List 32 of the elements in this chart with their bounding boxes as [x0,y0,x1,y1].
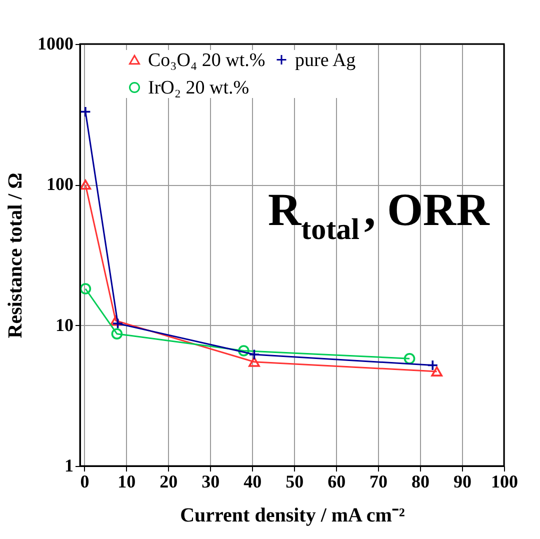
legend-label: pure Ag [295,50,356,71]
x-tick-label: 50 [286,472,304,492]
point [404,352,416,364]
point [80,180,92,190]
point [426,360,438,371]
y-tick-label: 1 [64,456,74,476]
point [248,356,260,367]
x-tick-label: 90 [454,472,472,492]
x-tick-label: 70 [370,472,388,492]
point [431,366,442,376]
legend-label: Co₃O₄ 20 wt.% [148,50,266,71]
x-tick-label: 40 [244,472,262,492]
y-axis-title: Resistance total / Ω [4,172,26,338]
point [238,345,250,356]
point [112,318,124,330]
x-tick-label: 30 [202,472,220,492]
x-tick-label: 80 [412,472,430,492]
x-tick-label: 20 [160,472,178,492]
legend-label: IrO₂ 20 wt.% [148,78,250,98]
point [80,106,92,118]
x-tick-label: 100 [491,472,518,492]
y-tick-label: 100 [46,174,74,194]
point [80,283,92,294]
point [248,348,260,360]
x-tick-label: 60 [328,472,346,492]
y-tick-label: 1000 [38,34,74,54]
x-axis-title: Current density / mA cm⁻² [180,504,405,526]
x-tick-label: 10 [118,472,136,492]
x-tick-label: 0 [80,472,90,492]
y-tick-label: 10 [56,314,74,335]
point [110,316,122,326]
point [111,328,123,340]
